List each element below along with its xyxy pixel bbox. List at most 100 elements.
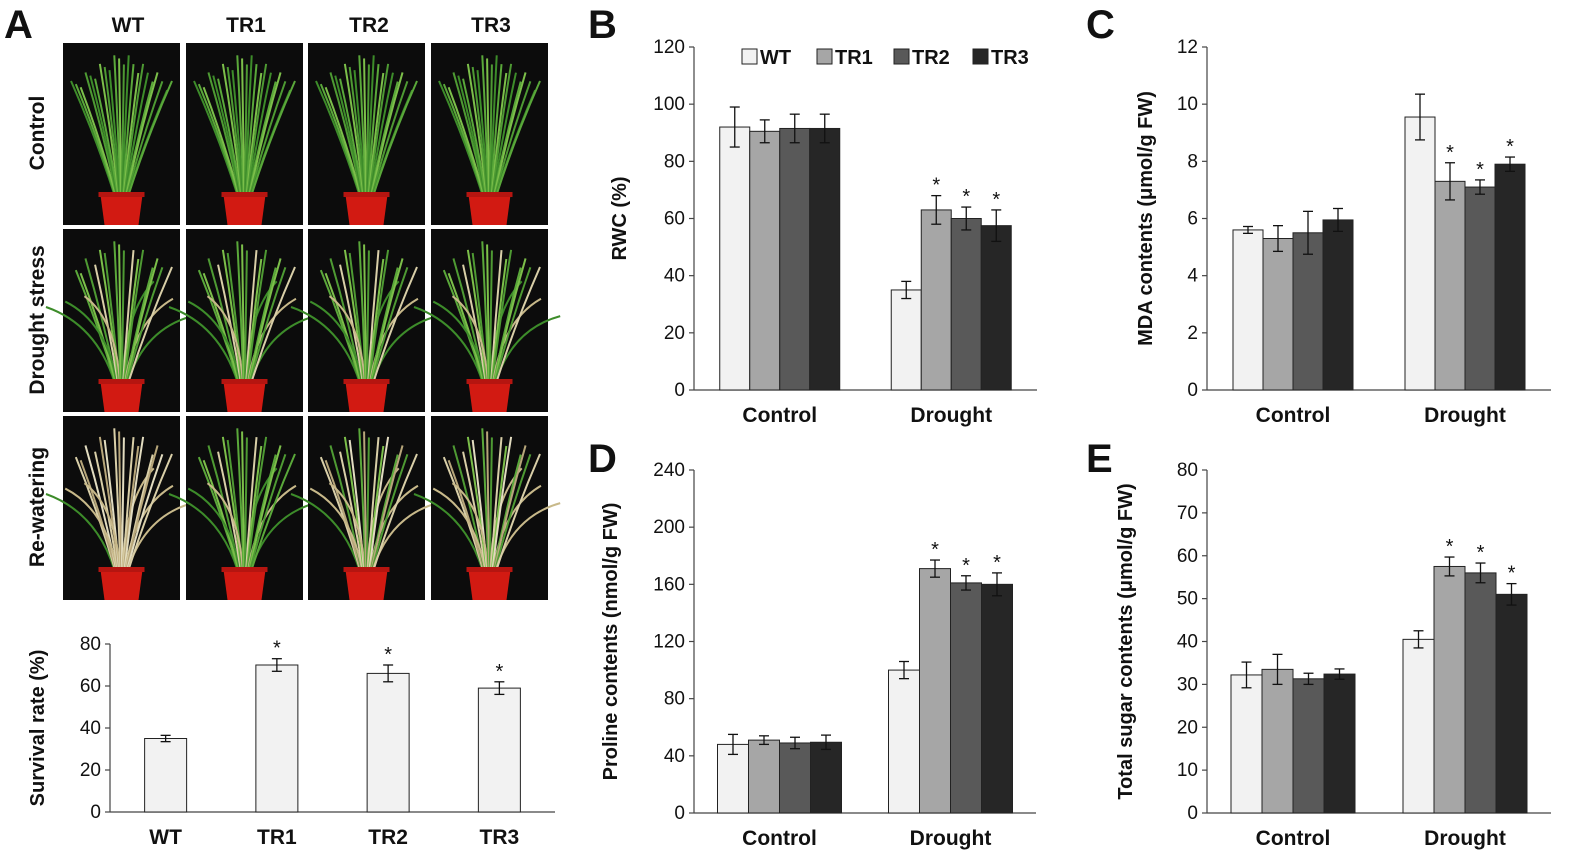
bar-tr2 (366, 672, 410, 813)
leaf-blade (79, 272, 117, 383)
y-axis-label: MDA contents (μmol/g FW) (1135, 91, 1157, 346)
significance-mark: * (1477, 542, 1485, 564)
pot-rim (466, 379, 513, 384)
leaf-blade (118, 431, 123, 571)
leaf-blade (368, 436, 390, 571)
leaf-blade (366, 55, 375, 196)
legend-label-wt: WT (760, 47, 791, 69)
leaf-blade (127, 453, 173, 571)
leaf-blade (187, 300, 242, 383)
leaf-blade (370, 445, 404, 571)
leaf-blade (495, 266, 541, 383)
pot-rim (221, 192, 268, 197)
bar-wt (144, 738, 188, 813)
leaf-blade (367, 250, 380, 383)
leaf-blade (118, 58, 123, 196)
y-tick-label: 30 (1177, 674, 1198, 695)
bar-tr3-drought (1495, 593, 1528, 814)
leaf-blade (488, 437, 493, 571)
significance-mark: * (1446, 142, 1454, 164)
leaf-blade (367, 64, 380, 196)
leaf-blade (108, 70, 121, 196)
bar-tr1 (255, 664, 299, 813)
y-tick-label: 0 (1187, 380, 1198, 401)
significance-mark: * (932, 175, 940, 197)
leaf-blade (244, 55, 253, 196)
y-tick-label: 6 (1187, 209, 1198, 230)
bar-tr1-control (748, 739, 780, 814)
bar-tr1-drought (1433, 565, 1466, 814)
y-axis-label: Proline contents (nmol/g FW) (600, 503, 622, 781)
leaf-blade (490, 250, 503, 383)
leaf-blade (126, 453, 164, 571)
y-tick-label: 240 (653, 460, 685, 481)
leaf-blade (343, 436, 365, 571)
leaf-blade (491, 436, 513, 571)
leaf-blade (243, 64, 248, 196)
leaf-blade (64, 487, 119, 571)
genotype-label-tr3: TR3 (471, 14, 511, 37)
leaf-blade (226, 66, 244, 196)
category-label-drought: Drought (910, 404, 992, 427)
leaf-blade (365, 250, 370, 383)
condition-label-re-watering: Re-watering (26, 447, 49, 567)
y-tick-label: 60 (80, 676, 101, 697)
y-tick-label: 0 (674, 380, 685, 401)
photo-tr2-drought (290, 229, 438, 412)
leaf-blade (494, 453, 532, 571)
leaf-blade (358, 428, 367, 571)
y-tick-label: 100 (653, 94, 685, 115)
leaf-blade (466, 63, 488, 196)
leaf-blade (45, 306, 116, 383)
leaf-blade (466, 249, 488, 383)
leaf-blade (494, 266, 532, 383)
leaf-blade (246, 63, 268, 196)
leaf-blade (343, 249, 365, 383)
leaf-blade (413, 306, 484, 383)
photo-tr3-rewatering (413, 416, 561, 600)
bar-tr2-control (1292, 232, 1324, 391)
leaf-blade (79, 86, 117, 196)
significance-mark: * (1446, 536, 1454, 558)
bar-tr2-drought (950, 218, 982, 391)
leaf-blade (221, 63, 243, 196)
legend-swatch-wt (741, 48, 758, 65)
leaf-blade (493, 258, 527, 383)
leaf-blade (122, 437, 135, 571)
leaf-blade (492, 72, 517, 196)
leaf-blade (343, 63, 365, 196)
significance-mark: * (273, 638, 281, 660)
category-label-control: Control (742, 404, 817, 427)
leaf-blade (363, 58, 368, 196)
category-label-tr3: TR3 (480, 826, 520, 849)
leaf-blade (241, 58, 246, 196)
leaf-blade (358, 55, 367, 196)
bar-tr2-control (1292, 678, 1325, 814)
leaf-blade (447, 459, 485, 571)
leaf-blade (489, 55, 498, 196)
leaf-blade (79, 459, 117, 571)
bar-tr3-control (1322, 219, 1354, 391)
pot-rim (98, 192, 145, 197)
significance-mark: * (992, 189, 1000, 211)
leaf-blade (371, 80, 409, 196)
red-pot (345, 382, 388, 412)
significance-mark: * (993, 552, 1001, 574)
pot-rim (343, 379, 390, 384)
panel-letter-a: A (4, 3, 33, 47)
bar-wt-control (1232, 229, 1264, 391)
photo-tr2-rewatering (290, 416, 438, 600)
pot-rim (221, 379, 268, 384)
red-pot (223, 382, 266, 412)
category-label-control: Control (1256, 827, 1331, 850)
genotype-label-tr1: TR1 (226, 14, 266, 37)
red-pot (100, 382, 143, 412)
photo-wt-control (63, 43, 180, 225)
photo-wt-rewatering (45, 416, 193, 600)
leaf-blade (486, 244, 491, 383)
leaf-blade (481, 55, 490, 196)
leaf-blade (471, 66, 489, 196)
leaf-blade (363, 431, 368, 571)
leaf-blade (432, 487, 487, 571)
red-pot (100, 570, 143, 600)
